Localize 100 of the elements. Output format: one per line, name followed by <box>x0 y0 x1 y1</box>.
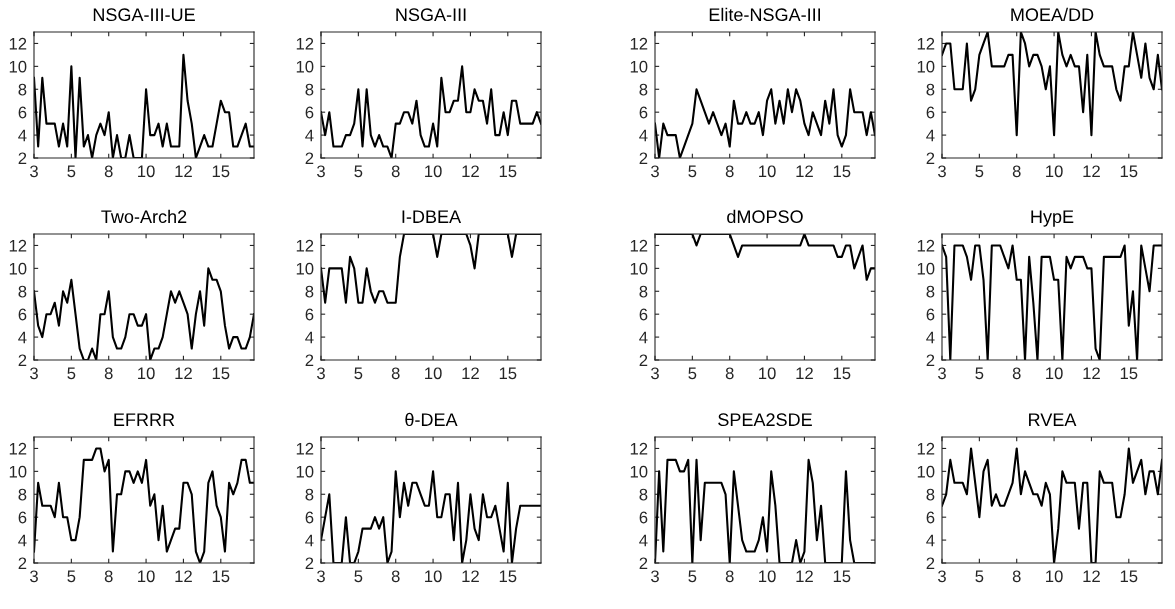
x-tick-label: 15 <box>212 570 230 583</box>
x-tick-label: 10 <box>425 165 442 178</box>
x-tick-label: 8 <box>391 570 400 583</box>
x-tick-label: 5 <box>67 367 76 380</box>
y-tick-label: 12 <box>630 239 648 252</box>
x-tick-label: 10 <box>759 165 776 178</box>
x-tick-label: 15 <box>1120 367 1138 380</box>
x-tick-label: 12 <box>796 165 813 178</box>
y-tick-label: 6 <box>639 511 648 524</box>
x-tick-label: 15 <box>833 165 851 178</box>
x-tick-label: 5 <box>975 570 984 583</box>
y-tick-label: 2 <box>926 557 935 570</box>
y-tick-label: 4 <box>305 331 314 344</box>
x-tick-label: 12 <box>462 165 479 178</box>
x-tick-label: 10 <box>138 570 155 583</box>
x-tick-label: 10 <box>138 367 155 380</box>
y-tick-label: 4 <box>926 331 935 344</box>
chart-title: HypE <box>1031 210 1074 227</box>
x-tick-label: 5 <box>67 570 76 583</box>
y-tick-label: 6 <box>18 308 27 321</box>
y-tick-label: 6 <box>926 511 935 524</box>
x-tick-label: 15 <box>499 570 517 583</box>
x-tick-label: 12 <box>462 570 479 583</box>
y-tick-label: 8 <box>926 285 935 298</box>
x-tick-label: 8 <box>1012 367 1021 380</box>
y-tick-label: 8 <box>18 285 27 298</box>
y-tick-label: 8 <box>305 83 314 96</box>
y-tick-label: 12 <box>917 442 935 455</box>
y-tick-label: 4 <box>305 129 314 142</box>
y-tick-label: 10 <box>9 262 27 275</box>
y-tick-label: 10 <box>9 465 27 478</box>
y-tick-label: 4 <box>926 129 935 142</box>
chart-title: EFRRR <box>114 413 175 426</box>
x-tick-label: 12 <box>796 367 813 380</box>
y-tick-label: 2 <box>305 557 314 570</box>
y-tick-label: 10 <box>296 60 314 73</box>
x-tick-label: 5 <box>975 165 984 178</box>
x-tick-label: 8 <box>725 570 734 583</box>
x-tick-label: 10 <box>759 570 776 583</box>
y-tick-label: 10 <box>917 60 935 73</box>
x-tick-label: 8 <box>391 165 400 178</box>
chart-title: θ-DEA <box>405 412 458 427</box>
y-tick-label: 6 <box>305 106 314 119</box>
y-tick-label: 10 <box>296 465 314 478</box>
y-tick-label: 4 <box>639 129 648 142</box>
x-tick-label: 3 <box>938 570 946 583</box>
y-tick-label: 12 <box>296 37 314 50</box>
y-tick-label: 10 <box>296 262 314 275</box>
chart-title: dMOPSO <box>727 209 803 224</box>
y-tick-label: 6 <box>18 511 27 524</box>
chart-title: NSGA-III-UE <box>93 8 195 22</box>
x-tick-label: 3 <box>651 367 659 380</box>
chart-title: RVEA <box>1029 413 1077 426</box>
y-tick-label: 10 <box>630 465 648 478</box>
chart-title: I-DBEA <box>402 210 462 223</box>
x-tick-label: 3 <box>30 367 38 380</box>
y-tick-label: 12 <box>296 239 314 252</box>
x-tick-label: 8 <box>104 570 113 583</box>
chart-title: Elite-NSGA-III <box>709 7 821 22</box>
x-tick-label: 5 <box>688 570 697 583</box>
y-tick-label: 10 <box>9 60 27 73</box>
y-tick-label: 2 <box>305 152 314 165</box>
y-tick-label: 2 <box>639 354 648 367</box>
x-tick-label: 8 <box>725 165 734 178</box>
y-tick-label: 10 <box>630 262 648 275</box>
x-tick-label: 12 <box>1083 165 1100 178</box>
x-tick-label: 5 <box>354 570 363 583</box>
x-tick-label: 3 <box>30 165 38 178</box>
x-tick-label: 15 <box>212 367 230 380</box>
y-tick-label: 10 <box>630 60 648 73</box>
chart-title: MOEA/DD <box>1011 7 1094 22</box>
y-tick-label: 6 <box>305 308 314 321</box>
x-tick-label: 15 <box>499 367 517 380</box>
x-tick-label: 10 <box>425 570 442 583</box>
y-tick-label: 6 <box>926 106 935 119</box>
x-tick-label: 8 <box>1012 570 1021 583</box>
y-tick-label: 12 <box>917 37 935 50</box>
x-tick-label: 5 <box>688 165 697 178</box>
x-tick-label: 15 <box>833 367 851 380</box>
y-tick-label: 6 <box>639 308 648 321</box>
y-tick-label: 2 <box>639 557 648 570</box>
y-tick-label: 4 <box>18 534 27 547</box>
x-tick-label: 5 <box>975 367 984 380</box>
x-tick-label: 5 <box>354 165 363 178</box>
y-tick-label: 12 <box>630 37 648 50</box>
x-tick-label: 3 <box>651 165 659 178</box>
x-tick-label: 15 <box>499 165 517 178</box>
y-tick-label: 6 <box>639 106 648 119</box>
y-tick-label: 12 <box>630 442 648 455</box>
x-tick-label: 3 <box>317 367 325 380</box>
y-tick-label: 4 <box>639 331 648 344</box>
y-tick-label: 4 <box>926 534 935 547</box>
y-tick-label: 2 <box>18 354 27 367</box>
x-tick-label: 10 <box>1046 570 1063 583</box>
x-tick-label: 3 <box>651 570 659 583</box>
y-tick-label: 10 <box>917 465 935 478</box>
y-tick-label: 2 <box>926 152 935 165</box>
x-tick-label: 15 <box>212 165 230 178</box>
y-tick-label: 2 <box>305 354 314 367</box>
x-tick-label: 10 <box>138 165 155 178</box>
